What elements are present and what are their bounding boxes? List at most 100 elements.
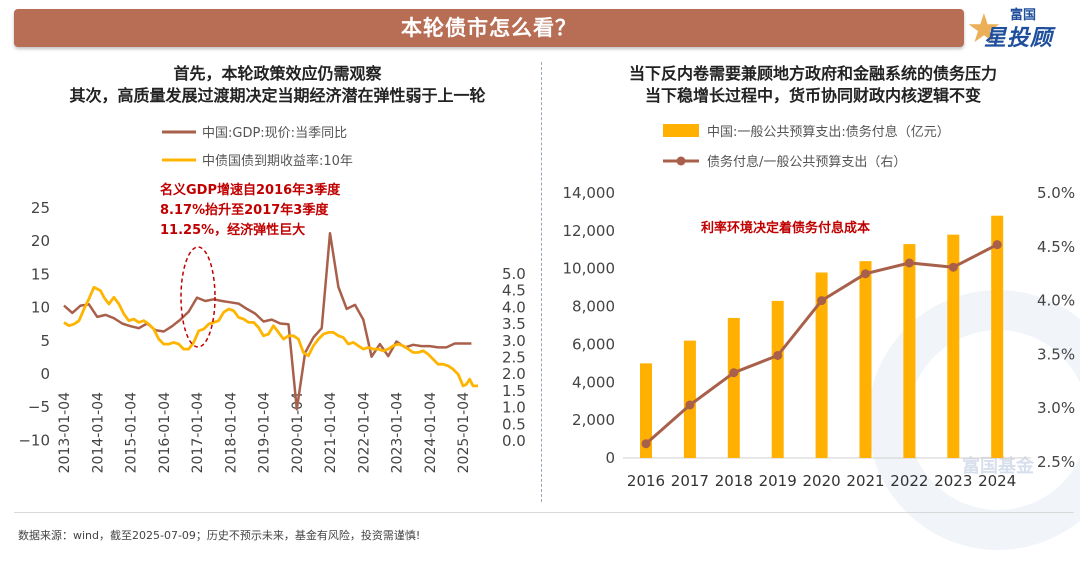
- y-right-tick-label: 1.0: [502, 399, 526, 417]
- right-panel-title: 当下反内卷需要兼顾地方政府和金融系统的债务压力 当下稳增长过程中，货币协同财政内…: [548, 63, 1078, 107]
- left-title-line-2: 其次，高质量发展过渡期决定当期经济潜在弹性弱于上一轮: [69, 86, 486, 105]
- x-tick-label: 2013-01-04: [57, 392, 73, 473]
- legend-label-gdp: 中国:GDP:现价:当季同比: [202, 126, 347, 141]
- y-right-tick-label: 0.5: [502, 415, 526, 433]
- y-left-tick-label: 10: [31, 299, 50, 317]
- y-left-tick-label: 20: [31, 232, 50, 250]
- point-interest-ratio: [817, 296, 827, 306]
- point-interest-ratio: [904, 258, 914, 268]
- left-axes: 2520151050−5−105.04.54.03.53.02.52.01.51…: [18, 199, 526, 473]
- x-tick-label: 2021-01-04: [323, 392, 339, 473]
- watermark-text: 富国基金: [962, 456, 1034, 477]
- right-legend: 中国:一般公共预算支出:债务付息（亿元） 债务付息/一般公共预算支出（右）: [663, 124, 950, 170]
- x-tick-label: 2023-01-04: [390, 392, 406, 473]
- left-legend: 中国:GDP:现价:当季同比 中债国债到期收益率:10年: [162, 126, 353, 169]
- bar-debt-interest: [947, 234, 960, 458]
- star-icon: ★: [966, 6, 1002, 52]
- logo-main-text: 星投顾: [984, 26, 1054, 51]
- left-panel-title: 首先，本轮政策效应仍需观察 其次，高质量发展过渡期决定当期经济潜在弹性弱于上一轮: [20, 63, 535, 107]
- legend-label-bond: 中债国债到期收益率:10年: [202, 153, 353, 169]
- left-series: [63, 231, 478, 411]
- x-tick-label: 2020-01-04: [290, 392, 306, 473]
- bar-debt-interest: [771, 300, 784, 458]
- bar-debt-interest: [640, 363, 652, 458]
- x-tick-label: 2019: [759, 472, 797, 490]
- bar-debt-interest: [991, 215, 1004, 458]
- right-axes: 14,000 12,000 10,000 8,000 6,000 4,000 2,000 0 5…: [563, 184, 1076, 490]
- bar-debt-interest: [859, 261, 872, 458]
- point-interest-ratio: [992, 240, 1002, 250]
- x-tick-label: 2020: [803, 472, 841, 490]
- y-left-tick-label: 2,000: [572, 411, 615, 429]
- y-right-tick-label: 3.5%: [1037, 345, 1075, 363]
- legend-swatch-bar: [663, 124, 699, 137]
- footer-divider: [14, 512, 1074, 513]
- y-right-tick-label: 3.0%: [1037, 399, 1075, 417]
- y-left-tick-label: 0: [605, 449, 615, 467]
- right-title-line-1: 当下反内卷需要兼顾地方政府和金融系统的债务压力: [628, 64, 997, 83]
- x-tick-label: 2016-01-04: [157, 392, 173, 473]
- source-note: 数据来源：wind，截至2025-07-09；历史不预示未来，基金有风险，投资需…: [18, 529, 421, 542]
- x-tick-label: 2017: [671, 472, 709, 490]
- right-annotation: 利率环境决定着债务付息成本: [701, 220, 870, 236]
- right-series: [640, 215, 1004, 458]
- y-left-tick-label: 12,000: [563, 222, 616, 240]
- y-right-tick-label: 5.0%: [1037, 184, 1075, 202]
- y-right-tick-label: 5.0: [502, 265, 526, 283]
- left-title-line-1: 首先，本轮政策效应仍需观察: [173, 64, 382, 83]
- y-right-tick-label: 4.0: [502, 298, 526, 316]
- y-left-tick-label: 4,000: [572, 373, 615, 391]
- point-interest-ratio: [641, 439, 651, 449]
- y-right-tick-label: 2.0: [502, 365, 526, 383]
- annotation-line-3: 11.25%，经济弹性巨大: [160, 222, 305, 238]
- brand-logo: ★ 富国 星投顾: [966, 2, 1076, 54]
- x-tick-label: 2022-01-04: [356, 392, 372, 473]
- y-right-tick-label: 2.5%: [1037, 453, 1075, 471]
- x-tick-label: 2018: [715, 472, 753, 490]
- y-left-tick-label: 6,000: [572, 335, 615, 353]
- y-left-tick-label: 25: [31, 199, 50, 217]
- y-left-tick-label: 15: [31, 265, 50, 283]
- right-chart: 中国:一般公共预算支出:债务付息（亿元） 债务付息/一般公共预算支出（右） 14…: [563, 124, 1076, 490]
- y-right-tick-label: 4.0%: [1037, 292, 1075, 310]
- bar-debt-interest: [903, 244, 916, 458]
- annotation-line-1: 名义GDP增速自2016年3季度: [160, 182, 341, 198]
- x-tick-label: 2018-01-04: [223, 392, 239, 473]
- y-right-tick-label: 3.5: [502, 315, 526, 333]
- series-line-bond-yield: [63, 285, 478, 388]
- x-tick-label: 2019-01-04: [257, 392, 273, 473]
- point-interest-ratio: [729, 368, 739, 378]
- y-right-tick-label: 3.0: [502, 332, 526, 350]
- logo-top-text: 富国: [1010, 8, 1037, 23]
- y-left-tick-label: 8,000: [572, 298, 615, 316]
- point-interest-ratio: [861, 269, 870, 279]
- y-right-tick-label: 0.0: [502, 432, 526, 450]
- y-left-tick-label: 0: [40, 365, 50, 383]
- page-title: 本轮债市怎么看？: [401, 16, 577, 40]
- x-tick-label: 2025-01-04: [456, 392, 472, 473]
- legend-label-bar: 中国:一般公共预算支出:债务付息（亿元）: [707, 124, 950, 140]
- point-interest-ratio: [685, 400, 695, 410]
- y-left-tick-label: 10,000: [563, 260, 616, 278]
- legend-swatch-ratio-marker: [676, 156, 686, 166]
- point-interest-ratio: [773, 350, 783, 360]
- x-tick-label: 2017-01-04: [190, 392, 206, 473]
- bar-debt-interest: [727, 317, 740, 458]
- y-left-tick-label: −5: [28, 398, 50, 416]
- bar-debt-interest: [683, 340, 696, 458]
- annotation-line-2: 8.17%抬升至2017年3季度: [160, 202, 329, 218]
- x-tick-label: 2014-01-04: [90, 392, 106, 473]
- y-left-tick-label: −10: [18, 431, 50, 449]
- y-right-tick-label: 1.5: [502, 382, 526, 400]
- y-left-tick-label: 14,000: [563, 184, 616, 202]
- x-tick-label: 2015-01-04: [124, 392, 140, 473]
- x-tick-label: 2021: [846, 472, 884, 490]
- left-chart: 中国:GDP:现价:当季同比 中债国债到期收益率:10年 25 20 15 10 5 0 −…: [18, 126, 526, 473]
- right-title-line-2: 当下稳增长过程中，货币协同财政内核逻辑不变: [644, 86, 981, 105]
- x-tick-label: 2016: [627, 472, 665, 490]
- y-right-tick-label: 2.5: [502, 348, 526, 366]
- legend-label-ratio: 债务付息/一般公共预算支出（右）: [707, 154, 906, 170]
- y-right-tick-label: 4.5: [502, 282, 526, 300]
- point-interest-ratio: [948, 262, 958, 272]
- y-right-tick-label: 4.5%: [1037, 238, 1075, 256]
